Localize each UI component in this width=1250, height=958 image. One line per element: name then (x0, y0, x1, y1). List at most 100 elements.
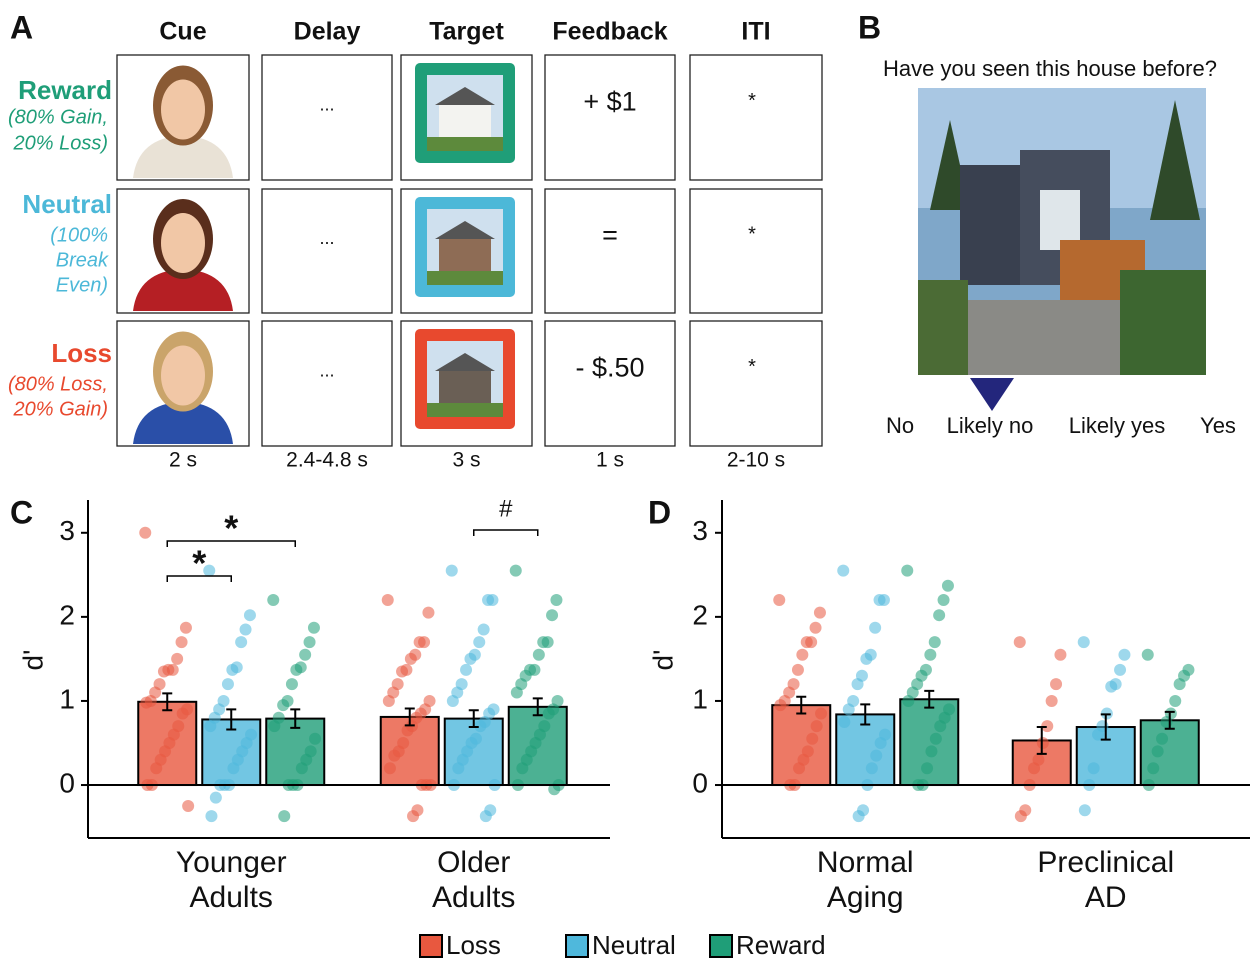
data-point (480, 810, 492, 822)
data-point (852, 678, 864, 690)
data-point (550, 594, 562, 606)
data-point (414, 636, 426, 648)
data-point (901, 565, 913, 577)
row-detail: 20% Loss) (13, 132, 109, 154)
data-point (452, 762, 464, 774)
x-tick-label-box: Normal Aging (775, 845, 955, 925)
data-point (447, 695, 459, 707)
row-name: Loss (51, 338, 112, 368)
row-detail: (80% Loss, (8, 373, 108, 395)
data-point (796, 649, 808, 661)
data-point (930, 733, 942, 745)
data-point (921, 762, 933, 774)
legend-label: Loss (446, 930, 501, 958)
iti: * (748, 356, 756, 378)
data-point (1156, 733, 1168, 745)
data-point (546, 609, 558, 621)
significance-mark: # (499, 495, 513, 522)
target-lawn (427, 403, 503, 417)
iti: * (748, 90, 756, 112)
data-point (837, 565, 849, 577)
data-point (384, 762, 396, 774)
significance-mark: * (192, 543, 206, 584)
cell (262, 189, 392, 313)
x-tick-label: Younger Adults (141, 845, 321, 915)
data-point (924, 649, 936, 661)
data-point (793, 762, 805, 774)
data-point (933, 609, 945, 621)
data-point (810, 622, 822, 634)
target-house (439, 369, 491, 403)
duration: 2-10 s (727, 449, 785, 472)
column-header: Feedback (552, 18, 667, 46)
feedback: = (602, 220, 618, 250)
significance-bracket (474, 530, 538, 536)
data-point (1088, 762, 1100, 774)
x-tick-label: Normal Aging (775, 845, 955, 915)
data-point (308, 622, 320, 634)
data-point (1142, 649, 1154, 661)
data-point (309, 733, 321, 745)
data-point (460, 664, 472, 676)
face (161, 213, 205, 273)
x-tick-label: Older Adults (384, 845, 564, 915)
cell (545, 321, 675, 446)
scale-label: No (886, 413, 914, 438)
data-point (1105, 681, 1117, 693)
data-point (204, 720, 216, 732)
figure: A B Have you seen this house before? Cue… (0, 0, 1250, 958)
data-point (171, 653, 183, 665)
data-point (268, 720, 280, 732)
feedback: + $1 (583, 87, 636, 117)
data-point (866, 762, 878, 774)
data-point (139, 527, 151, 539)
data-point (1114, 664, 1126, 676)
data-point (1169, 695, 1181, 707)
data-point (815, 708, 827, 720)
face (161, 80, 205, 140)
legend-label: Neutral (592, 930, 676, 958)
legend-swatch (566, 935, 588, 957)
data-point (1037, 737, 1049, 749)
data-point (925, 745, 937, 757)
significance-mark: * (224, 508, 238, 549)
data-point (226, 664, 238, 676)
panel-letter: D (648, 494, 671, 530)
data-point (383, 695, 395, 707)
data-point (533, 649, 545, 661)
row-name: Neutral (22, 189, 112, 219)
cell (262, 55, 392, 180)
bar (1141, 720, 1199, 785)
data-point (382, 594, 394, 606)
feedback: - $.50 (575, 353, 644, 383)
data-point (870, 750, 882, 762)
data-point (1078, 636, 1090, 648)
x-tick-label-box: Older Adults (384, 845, 564, 925)
scale-label: Yes (1200, 413, 1236, 438)
data-point (405, 653, 417, 665)
scale-label: Likely yes (1069, 413, 1166, 438)
data-point (182, 800, 194, 812)
target-lawn (427, 271, 503, 285)
delay: ... (319, 94, 334, 114)
data-point (277, 699, 289, 711)
data-point (1046, 695, 1058, 707)
data-point (150, 762, 162, 774)
column-header: Cue (159, 18, 206, 46)
data-point (422, 607, 434, 619)
data-point (235, 636, 247, 648)
duration: 1 s (596, 449, 624, 472)
scale-label: Likely no (947, 413, 1034, 438)
legend-swatch (710, 935, 732, 957)
data-point (942, 580, 954, 592)
data-point (1152, 745, 1164, 757)
panel-letter: C (10, 494, 33, 530)
data-point (510, 565, 522, 577)
house-photo (918, 88, 1206, 375)
question: Have you seen this house before? (883, 56, 1217, 81)
data-point (304, 636, 316, 648)
data-point (222, 678, 234, 690)
target-house (439, 103, 491, 137)
data-point (929, 636, 941, 648)
data-point (1174, 678, 1186, 690)
